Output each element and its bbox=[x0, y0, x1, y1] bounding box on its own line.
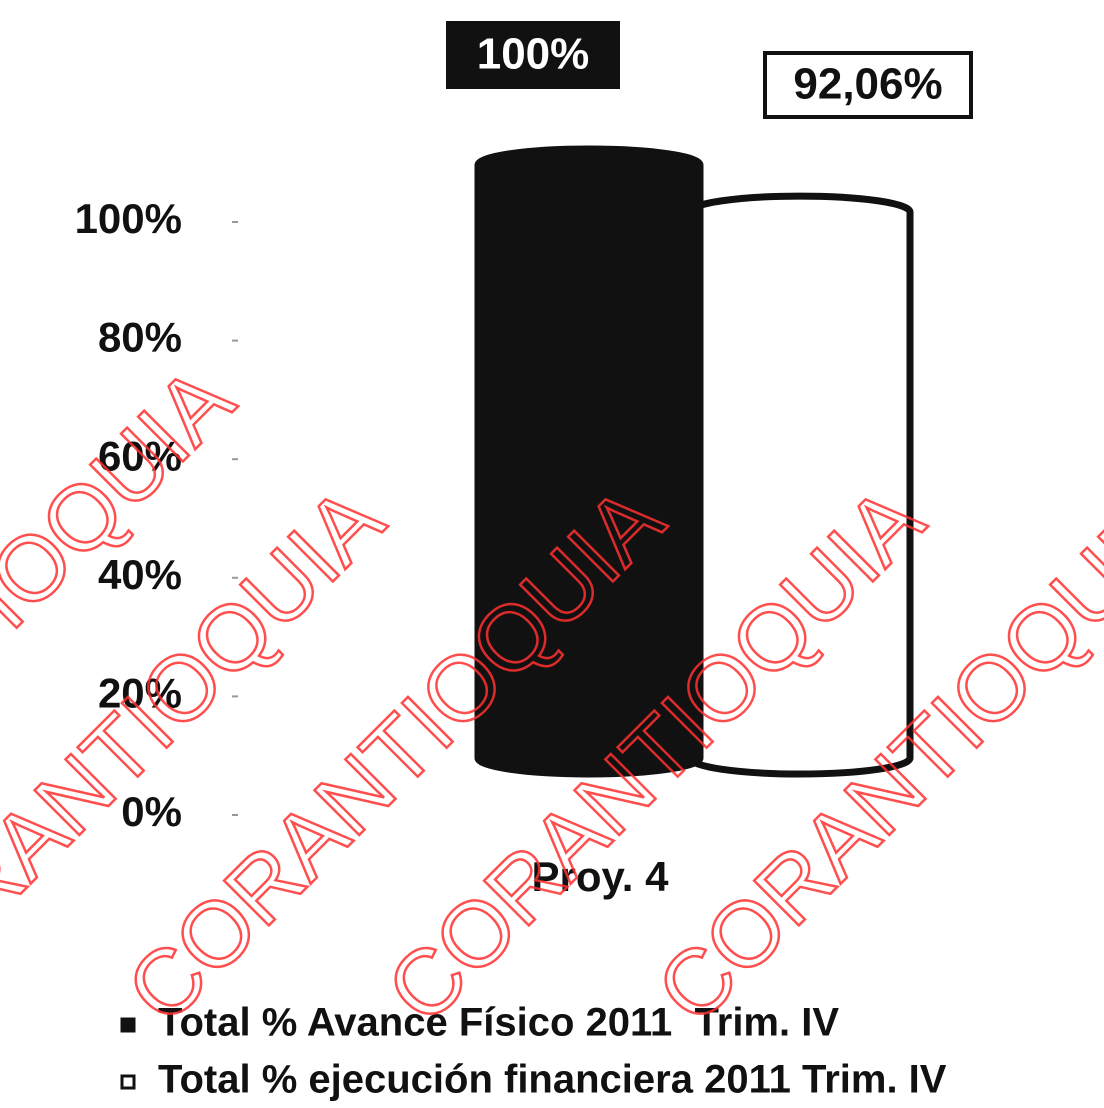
legend-swatch bbox=[120, 1074, 136, 1090]
y-tick-label: 60% bbox=[98, 432, 182, 479]
legend-label: Total % ejecución financiera 2011 Trim. … bbox=[158, 1058, 947, 1102]
y-tick-label: 80% bbox=[98, 314, 182, 361]
legend-swatch bbox=[120, 1017, 136, 1033]
value-label: 100% bbox=[477, 30, 590, 79]
value-label: 92,06% bbox=[793, 60, 942, 109]
value-label-box bbox=[763, 51, 973, 119]
legend-label: Total % Avance Físico 2011 Trim. IV bbox=[158, 1001, 839, 1045]
category-label: Proy. 4 bbox=[532, 853, 670, 900]
y-tick-label: 0% bbox=[121, 788, 182, 835]
y-tick-label: 40% bbox=[98, 551, 182, 598]
bar bbox=[686, 192, 914, 778]
y-tick-label: 100% bbox=[75, 195, 182, 242]
y-tick-label: 20% bbox=[98, 669, 182, 716]
value-label-box bbox=[446, 21, 620, 89]
bar bbox=[474, 145, 704, 778]
